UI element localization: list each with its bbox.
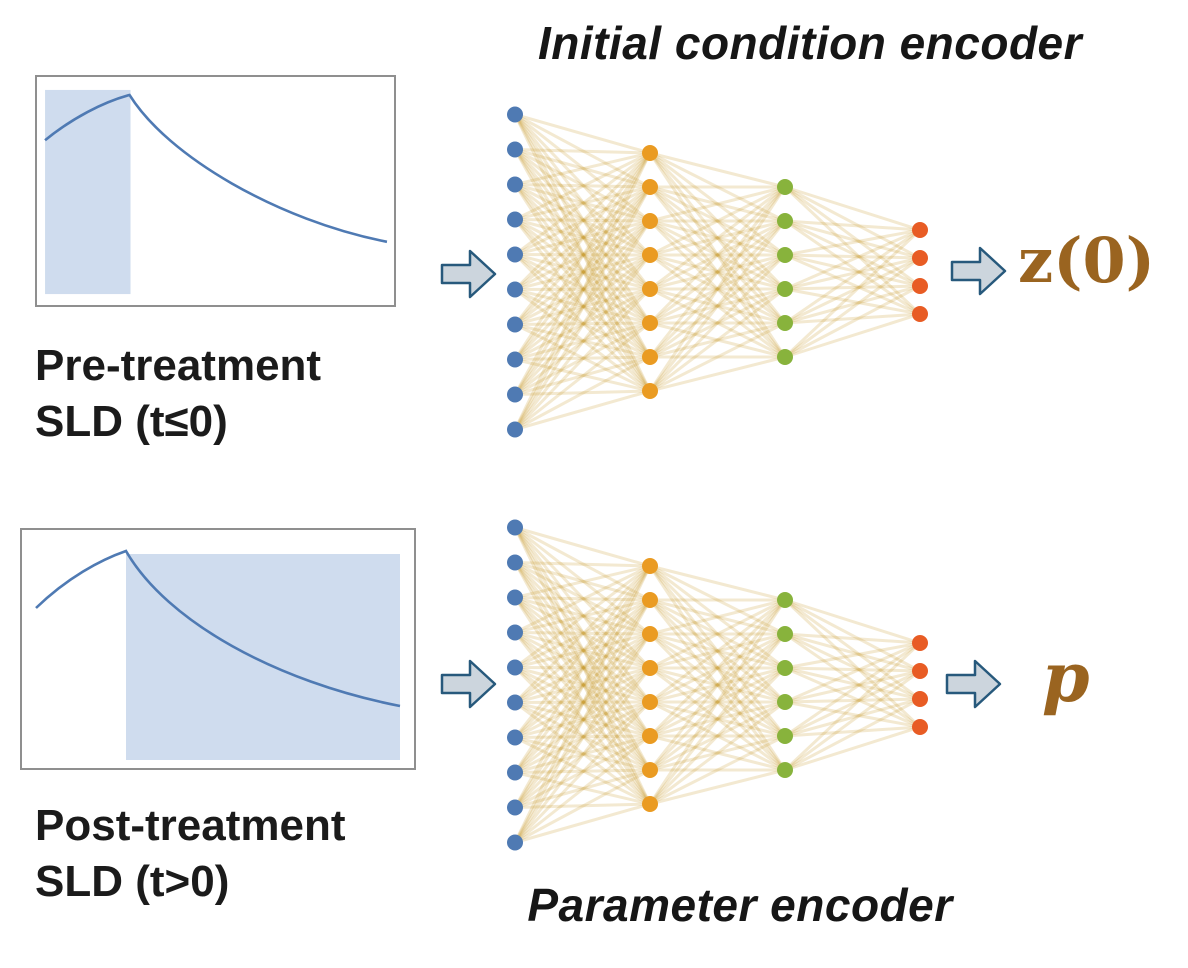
block-arrow-icon	[950, 246, 1007, 296]
block-arrow-icon	[440, 249, 497, 299]
initial-condition-encoder-title: Initial condition encoder	[537, 17, 1083, 69]
block-arrow-icon	[945, 659, 1002, 709]
sld-curve	[35, 549, 401, 708]
initial-condition-encoder-network	[507, 106, 928, 438]
pre-treatment-label-line2: SLD (t≤0)	[35, 397, 228, 447]
post-treatment-shaded-region	[126, 554, 400, 760]
post-treatment-label-line2: SLD (t>0)	[35, 857, 230, 907]
sld-curve	[44, 93, 388, 244]
z0-output-label: z(0)	[1018, 224, 1156, 297]
post-treatment-label: Post-treatment SLD (t>0)	[35, 798, 346, 911]
pre-treatment-shaded-region	[45, 89, 131, 295]
p-output-label: p	[1042, 638, 1090, 718]
parameter-encoder-title: Parameter encoder	[527, 879, 953, 931]
post-treatment-label-line1: Post-treatment	[35, 801, 346, 850]
pre-treatment-label-line1: Pre-treatment	[35, 341, 322, 390]
pre-treatment-label: Pre-treatment SLD (t≤0)	[35, 338, 321, 451]
post-treatment-sld-chart	[20, 528, 416, 770]
block-arrow-icon	[440, 659, 497, 709]
parameter-encoder-network	[507, 519, 928, 851]
pre-treatment-sld-chart	[35, 75, 396, 307]
